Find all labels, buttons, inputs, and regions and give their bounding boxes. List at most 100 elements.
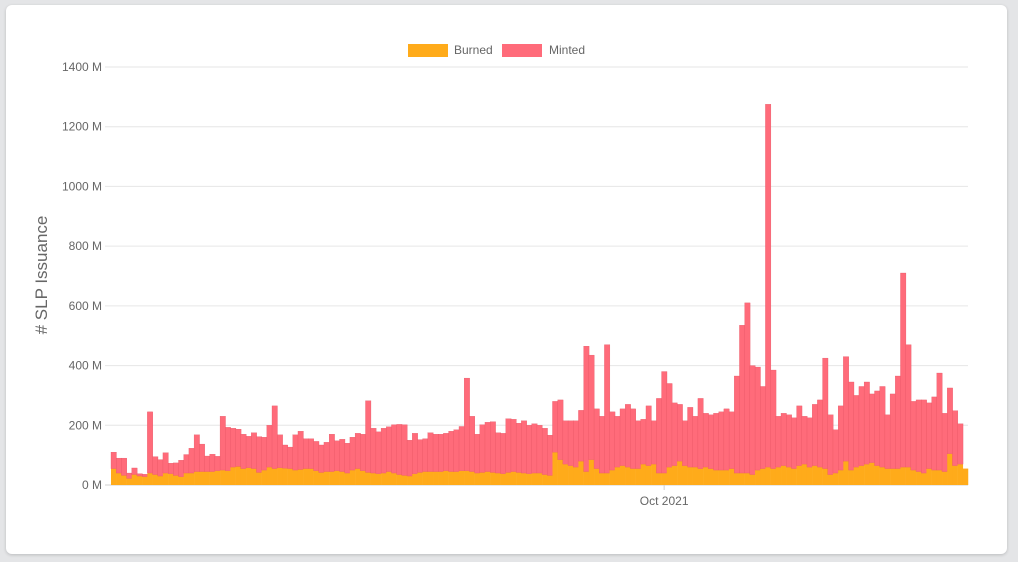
bar-minted — [791, 417, 798, 469]
bar-minted — [874, 390, 881, 466]
bar-burned — [864, 464, 870, 485]
bar-burned — [874, 465, 880, 485]
bar-burned — [827, 474, 834, 485]
bar-minted — [152, 456, 159, 475]
bar-minted — [515, 423, 522, 473]
y-axis-label: # SLP Issuance — [32, 216, 51, 335]
bar-burned — [640, 464, 647, 485]
bar-burned — [277, 467, 283, 485]
bar-burned — [677, 461, 683, 485]
bar-burned — [458, 470, 465, 485]
bar-burned — [625, 467, 631, 485]
bar-minted — [838, 405, 844, 471]
bar-minted — [952, 410, 959, 466]
bar-minted — [349, 437, 356, 471]
bar-burned — [656, 473, 662, 485]
bar-burned — [453, 471, 460, 485]
bar-minted — [640, 419, 647, 465]
bar-burned — [895, 468, 901, 485]
bar-burned — [521, 473, 527, 485]
bar-burned — [879, 467, 886, 485]
bar-minted — [116, 457, 122, 474]
y-tick-label: 1000 M — [62, 179, 102, 193]
bar-burned — [464, 470, 470, 485]
bar-burned — [957, 464, 964, 485]
bar-minted — [188, 448, 195, 474]
bar-minted — [328, 434, 335, 472]
bar-burned — [194, 471, 200, 485]
bar-burned — [531, 473, 538, 485]
bar-burned — [287, 468, 294, 485]
bar-burned — [697, 468, 704, 485]
bar-burned — [339, 471, 345, 485]
bar-burned — [162, 473, 169, 485]
bar-burned — [599, 473, 605, 485]
bar-burned — [240, 468, 247, 485]
bar-minted — [619, 408, 626, 466]
bar-burned — [282, 468, 288, 485]
bar-minted — [947, 387, 953, 454]
bar-burned — [708, 468, 714, 485]
bar-minted — [396, 424, 403, 475]
bar-minted — [583, 346, 590, 472]
bar-burned — [817, 467, 823, 485]
bar-burned — [272, 468, 278, 485]
bar-burned — [671, 465, 678, 485]
bar-burned — [490, 472, 496, 485]
bar-minted — [277, 434, 283, 468]
bar-burned — [516, 472, 522, 485]
bar-minted — [557, 399, 564, 460]
bar-minted — [915, 399, 922, 472]
bar-burned — [843, 461, 849, 485]
bar-burned — [157, 476, 164, 485]
bar-burned — [209, 471, 216, 485]
bar-burned — [942, 471, 948, 485]
bar-burned — [500, 473, 506, 485]
bar-minted — [490, 421, 496, 473]
bar-burned — [370, 473, 377, 485]
bar-burned — [256, 472, 262, 485]
bar-minted — [230, 428, 237, 468]
bar-burned — [661, 473, 668, 485]
bar-minted — [225, 427, 231, 471]
bar-minted — [666, 383, 673, 468]
bar-minted — [541, 428, 548, 475]
bar-minted — [427, 432, 434, 472]
bar-minted — [692, 416, 699, 468]
bar-burned — [391, 473, 397, 485]
bar-burned — [251, 468, 257, 485]
bar-burned — [848, 470, 854, 485]
bar-minted — [178, 460, 185, 477]
bar-minted — [453, 429, 460, 472]
bar-burned — [297, 469, 304, 485]
bar-minted — [282, 444, 288, 469]
bar-minted — [739, 325, 746, 474]
bar-burned — [329, 471, 335, 485]
bar-minted — [406, 440, 413, 477]
bar-burned — [781, 465, 787, 485]
bar-burned — [204, 471, 210, 485]
gridlines — [105, 66, 968, 486]
bar-minted — [786, 414, 792, 468]
bar-burned — [292, 470, 299, 485]
bar-minted — [126, 472, 133, 479]
bar-burned — [479, 472, 486, 485]
bar-burned — [407, 476, 413, 485]
bar-minted — [869, 393, 875, 463]
bar-minted — [458, 426, 465, 471]
bar-burned — [775, 467, 782, 485]
bar-minted — [386, 426, 392, 472]
bar-minted — [344, 443, 351, 474]
bar-minted — [209, 454, 216, 472]
y-tick-label: 600 M — [69, 299, 102, 313]
bar-minted — [448, 431, 455, 472]
bar-minted — [110, 452, 117, 469]
y-axis-ticks: 0 M 200 M 400 M 600 M 800 M 1000 M 1200 M 1400 … — [62, 60, 102, 492]
bar-minted — [910, 401, 917, 471]
bar-burned — [448, 471, 455, 485]
bar-burned — [765, 467, 771, 485]
bar-minted — [754, 366, 761, 471]
bar-burned — [900, 467, 906, 485]
bar-minted — [832, 429, 839, 474]
bar-minted — [723, 408, 730, 471]
